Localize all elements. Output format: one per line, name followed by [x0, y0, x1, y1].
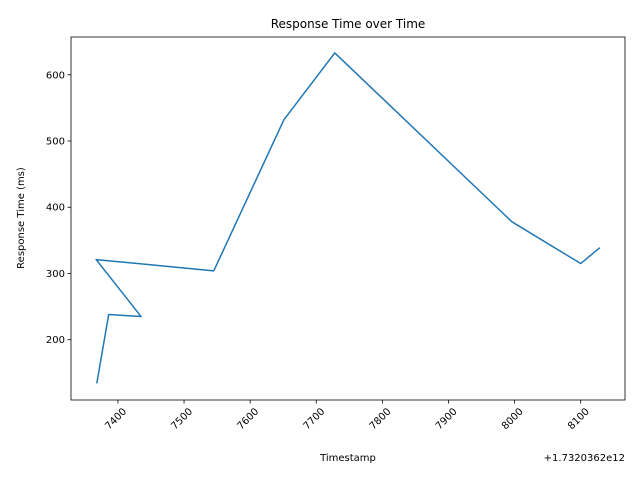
y-tick-label: 500 [46, 136, 65, 147]
line-series [95, 52, 601, 384]
y-tick-label: 600 [46, 70, 65, 81]
x-axis-label: Timestamp [319, 453, 376, 464]
x-tick-label: 7700 [302, 406, 328, 432]
y-axis-label: Response Time (ms) [16, 167, 27, 269]
x-tick-label: 8100 [566, 406, 592, 432]
x-tick-label: 7500 [169, 406, 195, 432]
x-tick-label: 7900 [434, 406, 460, 432]
y-tick-label: 300 [46, 269, 65, 280]
x-offset-label: +1.7320362e12 [544, 453, 625, 464]
x-tick-label: 7800 [368, 406, 394, 432]
x-tick-label: 7400 [103, 406, 129, 432]
x-tick-label: 8000 [500, 406, 526, 432]
x-tick-label: 7600 [236, 406, 262, 432]
y-tick-label: 400 [46, 203, 65, 214]
plot-frame [70, 36, 626, 401]
y-tick-label: 200 [46, 335, 65, 346]
chart-title: Response Time over Time [271, 17, 426, 31]
